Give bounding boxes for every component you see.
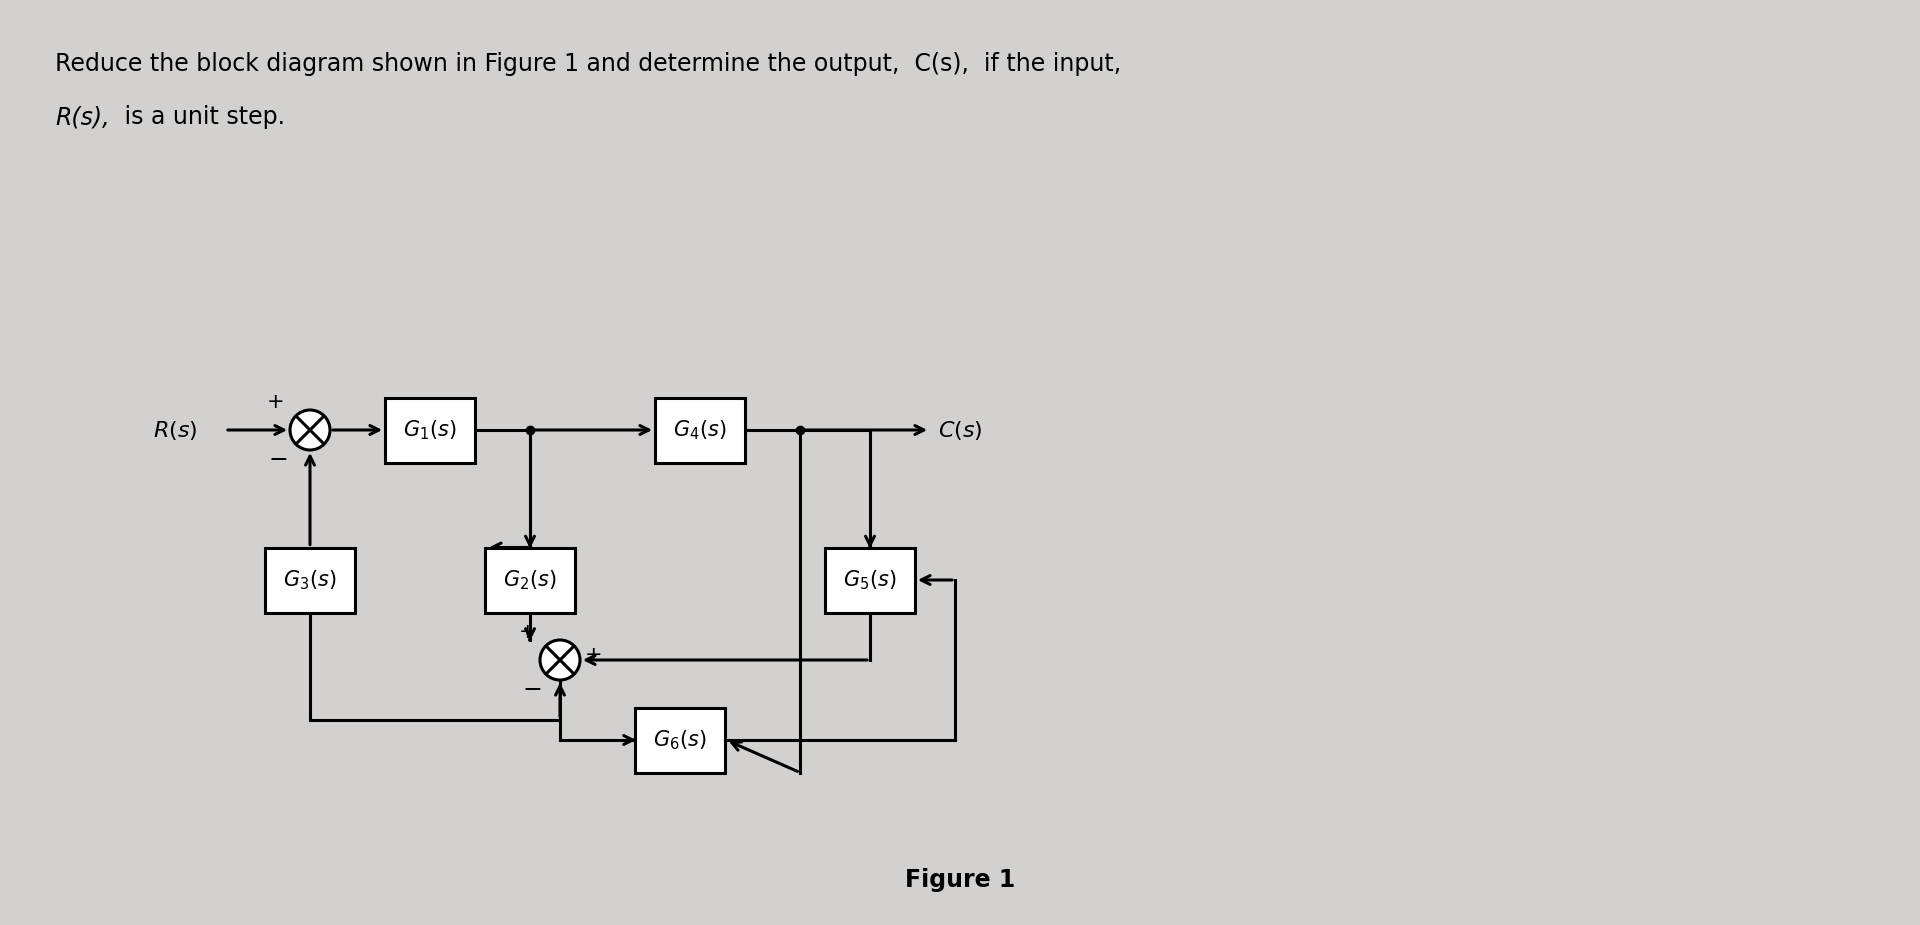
Text: $C(s)$: $C(s)$: [937, 418, 983, 441]
Bar: [826, 548, 916, 612]
Text: Reduce the block diagram shown in Figure 1 and determine the output,  C(s),  if : Reduce the block diagram shown in Figure…: [56, 52, 1121, 76]
Bar: [486, 548, 574, 612]
Bar: [265, 548, 355, 612]
Bar: [636, 708, 726, 772]
Text: is a unit step.: is a unit step.: [117, 105, 284, 129]
Text: R(s),: R(s),: [56, 105, 109, 129]
Text: −: −: [269, 448, 288, 472]
Bar: [655, 398, 745, 462]
Text: $G_5(s)$: $G_5(s)$: [843, 568, 897, 592]
Bar: [386, 398, 474, 462]
Text: $R(s)$: $R(s)$: [154, 418, 198, 441]
Text: −: −: [522, 678, 541, 702]
Text: $G_6(s)$: $G_6(s)$: [653, 728, 707, 752]
Circle shape: [540, 640, 580, 680]
Text: Figure 1: Figure 1: [904, 868, 1016, 892]
Text: +: +: [267, 392, 284, 412]
Circle shape: [290, 410, 330, 450]
Text: $G_3(s)$: $G_3(s)$: [284, 568, 336, 592]
Text: +: +: [586, 645, 603, 665]
Text: +: +: [518, 622, 538, 642]
Text: $G_2(s)$: $G_2(s)$: [503, 568, 557, 592]
Text: $G_4(s)$: $G_4(s)$: [674, 418, 728, 442]
Text: $G_1(s)$: $G_1(s)$: [403, 418, 457, 442]
